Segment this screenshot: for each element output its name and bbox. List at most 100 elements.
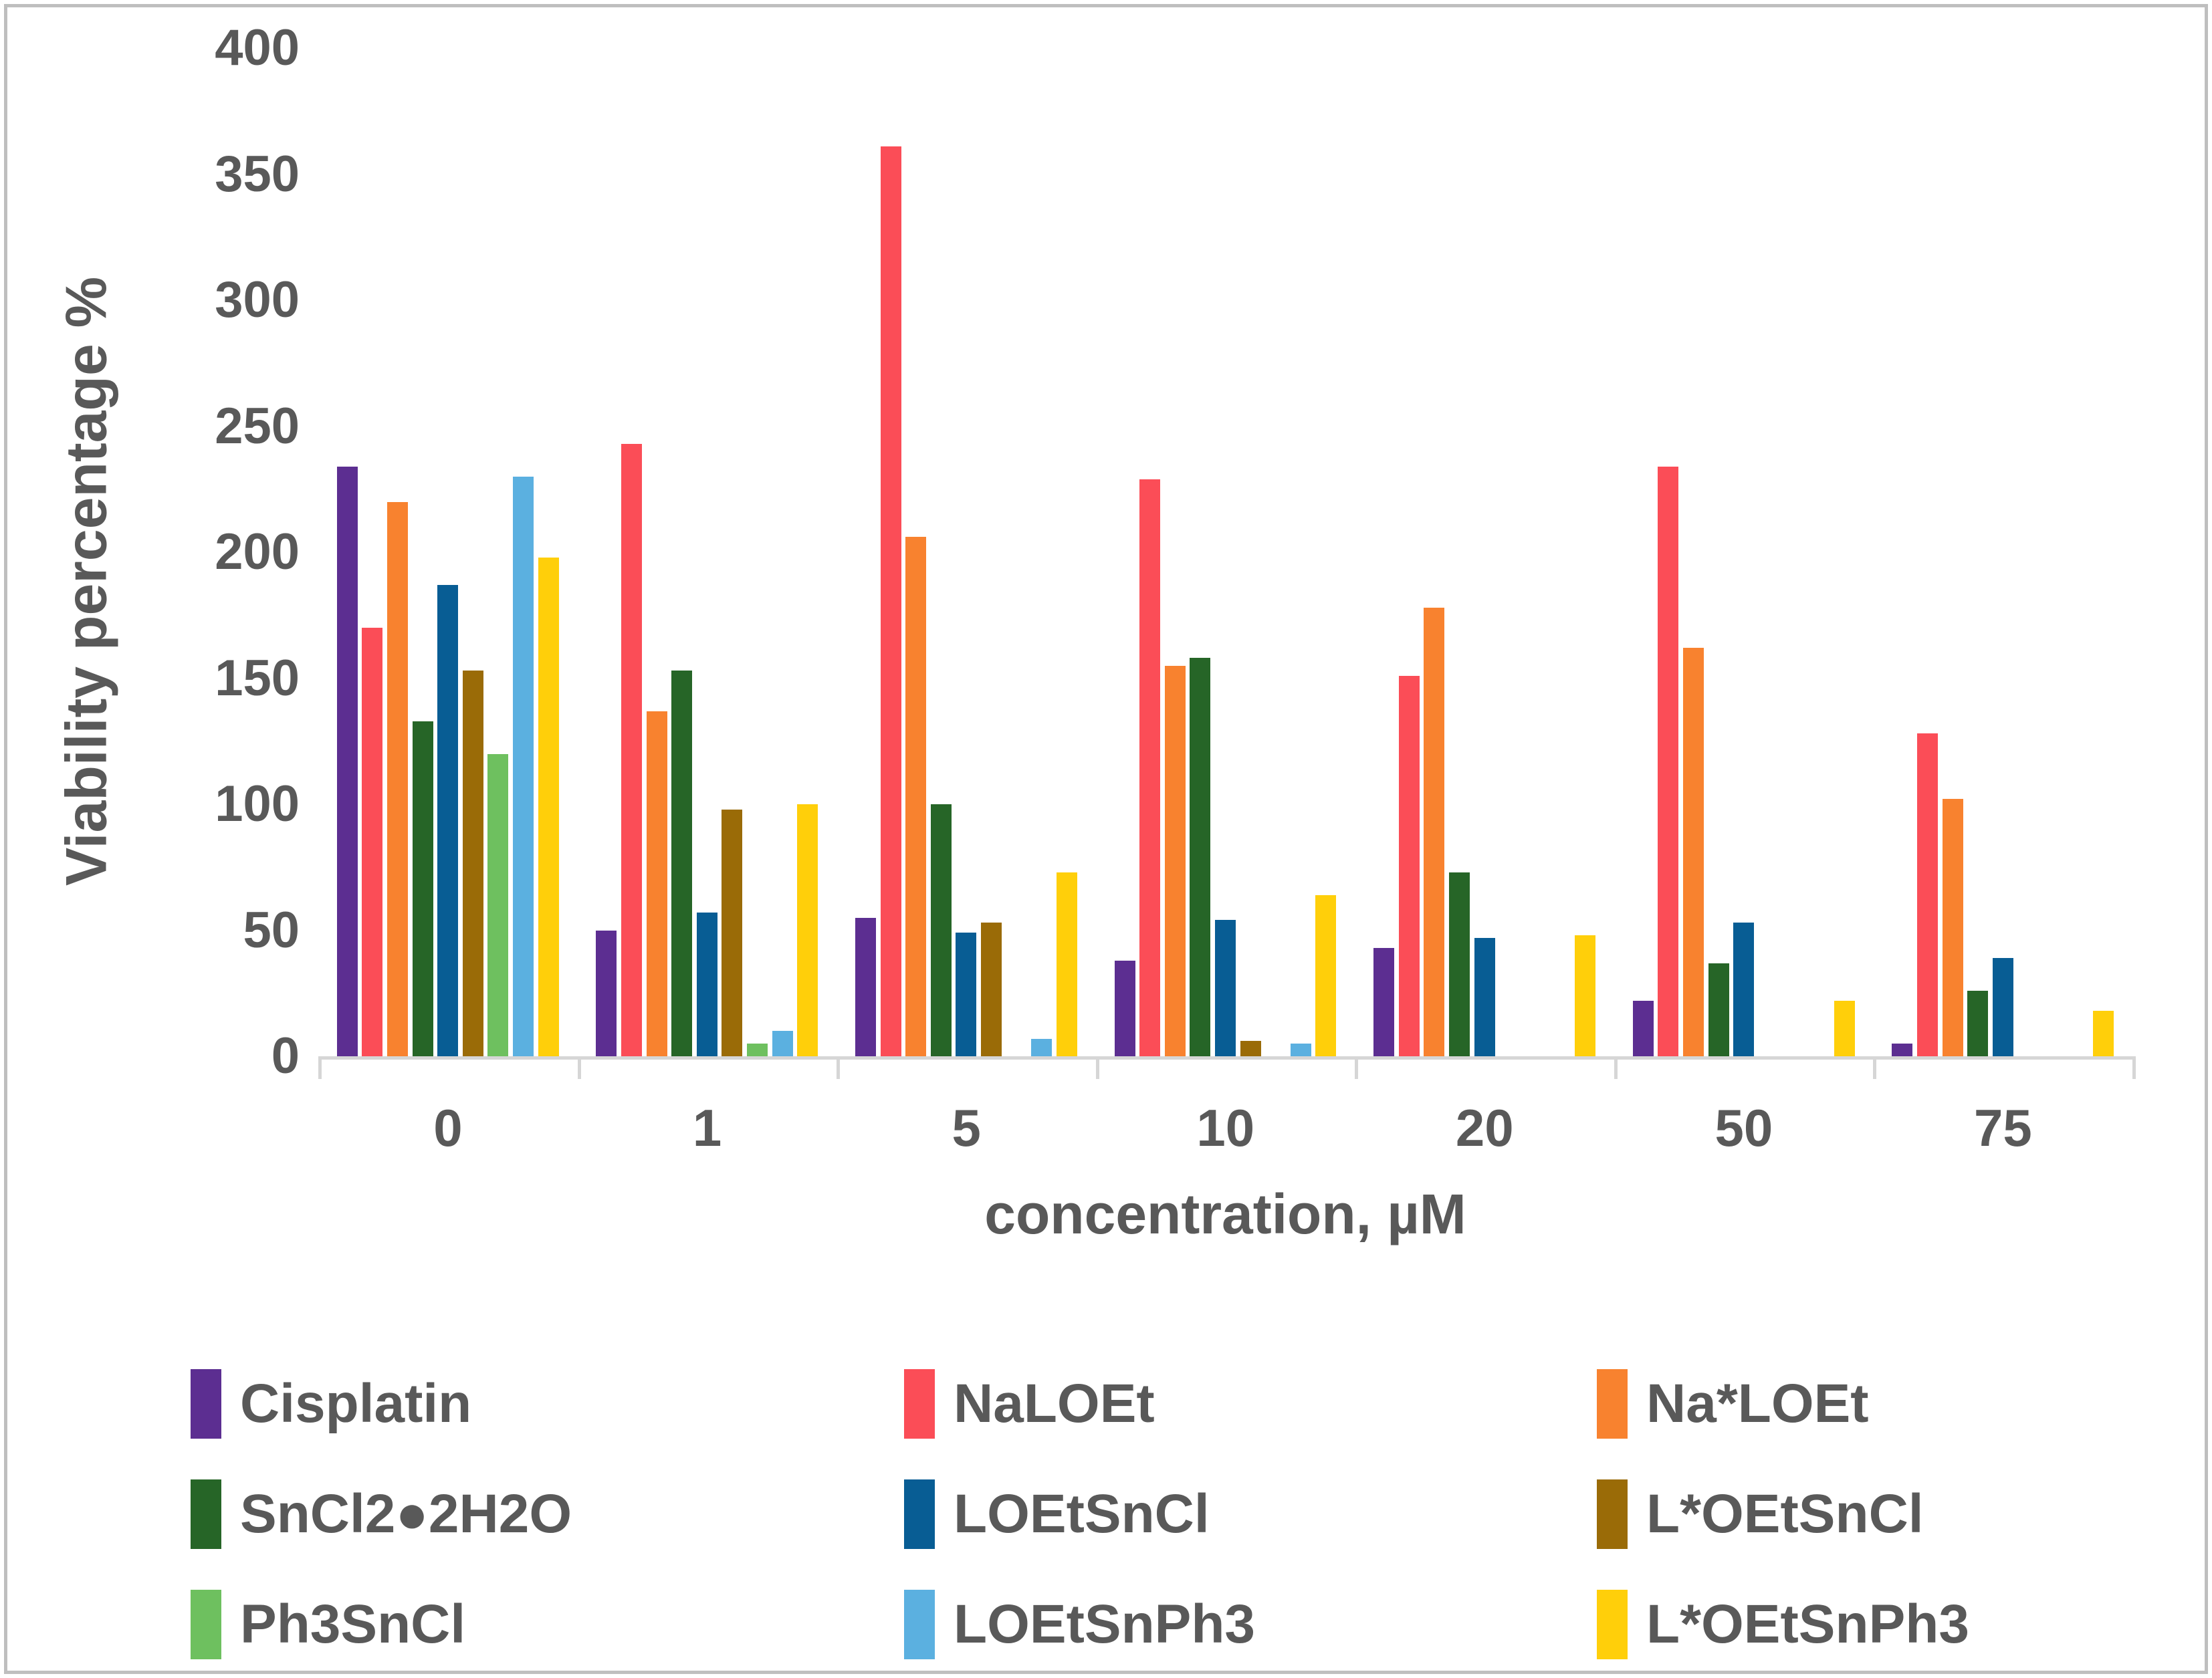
bar-LOEtSnPh3-c5 [1031, 1038, 1053, 1056]
bar-Cisplatin-c10 [1114, 960, 1135, 1056]
legend-label: LOEtSnPh3 [954, 1594, 1256, 1655]
x-tick-label: 20 [1455, 1098, 1514, 1157]
legend-label: Cisplatin [240, 1373, 472, 1434]
legend-swatch-icon [904, 1479, 935, 1549]
bar-Cisplatin-c20 [1373, 947, 1395, 1056]
y-tick-label: 0 [271, 1028, 300, 1084]
legend-item: Na*LOEt [1597, 1360, 1869, 1447]
bar-L*OEtSnPh3-c5 [1056, 872, 1077, 1056]
legend-item: Cisplatin [191, 1360, 471, 1447]
x-axis-title: concentration, µM [984, 1183, 1466, 1245]
bar-NaLOEt-c10 [1139, 479, 1161, 1056]
bar-L*OEtSnCl-c1 [722, 809, 743, 1056]
bar-NaLOEt-c50 [1658, 466, 1679, 1056]
bar-LOEtSnPh3-c0 [513, 476, 534, 1056]
y-tick-label: 400 [215, 19, 300, 76]
legend-item: LOEtSnPh3 [904, 1581, 1255, 1668]
y-tick-label: 250 [215, 397, 300, 455]
x-axis-line [318, 1056, 2132, 1060]
legend-item: NaLOEt [904, 1360, 1155, 1447]
bar-LOEtSnPh3-c10 [1290, 1044, 1311, 1056]
bar-L*OEtSnPh3-c0 [538, 557, 559, 1056]
bar-Cisplatin-c5 [855, 917, 877, 1056]
bar-Na*LOEt-c75 [1942, 799, 1963, 1056]
bar-Na*LOEt-c10 [1164, 665, 1186, 1056]
bar-SnCl2●2H2O-c1 [671, 671, 693, 1056]
bar-LOEtSnCl-c0 [437, 585, 459, 1056]
bar-LOEtSnCl-c10 [1215, 920, 1236, 1056]
bar-L*OEtSnCl-c10 [1240, 1041, 1261, 1056]
bar-Na*LOEt-c0 [387, 501, 409, 1056]
bar-L*OEtSnCl-c5 [981, 923, 1002, 1056]
x-tick-label: 75 [1974, 1098, 2032, 1157]
bar-L*OEtSnPh3-c50 [1834, 1001, 1855, 1056]
axis-tick [1614, 1056, 1618, 1079]
x-tick-label: 5 [952, 1098, 981, 1157]
bar-Ph3SnCl-c1 [747, 1044, 768, 1056]
bar-L*OEtSnPh3-c1 [797, 804, 818, 1056]
bar-LOEtSnCl-c1 [696, 913, 717, 1056]
bar-L*OEtSnPh3-c20 [1574, 935, 1595, 1056]
bar-NaLOEt-c0 [362, 628, 383, 1056]
axis-tick [1873, 1056, 1877, 1079]
axis-tick [1355, 1056, 1359, 1079]
bar-Na*LOEt-c5 [905, 537, 927, 1056]
bar-Cisplatin-c50 [1632, 1001, 1654, 1056]
bar-Cisplatin-c0 [336, 466, 358, 1056]
legend-swatch-icon [191, 1590, 221, 1659]
axis-tick [2132, 1056, 2136, 1079]
legend-item: L*OEtSnPh3 [1597, 1581, 1969, 1668]
x-tick-label: 10 [1196, 1098, 1255, 1157]
legend-swatch-icon [904, 1590, 935, 1659]
bar-L*OEtSnPh3-c10 [1315, 894, 1337, 1056]
legend-swatch-icon [904, 1369, 935, 1439]
y-tick-label: 350 [215, 145, 300, 203]
legend-item: LOEtSnCl [904, 1471, 1210, 1558]
bar-Ph3SnCl-c0 [487, 753, 509, 1056]
x-tick-label: 50 [1715, 1098, 1773, 1157]
legend-swatch-icon [1597, 1590, 1628, 1659]
bar-Na*LOEt-c20 [1424, 607, 1445, 1056]
y-tick-label: 50 [243, 901, 300, 959]
bar-NaLOEt-c5 [880, 146, 901, 1056]
legend-item: Ph3SnCl [191, 1581, 465, 1668]
axis-tick [318, 1056, 322, 1079]
y-tick-label: 150 [215, 649, 300, 707]
legend-label: L*OEtSnCl [1646, 1483, 1924, 1544]
legend-item: L*OEtSnCl [1597, 1471, 1924, 1558]
legend-label: NaLOEt [954, 1373, 1155, 1434]
bar-SnCl2●2H2O-c75 [1967, 990, 1989, 1056]
bar-Na*LOEt-c50 [1682, 648, 1704, 1056]
bar-NaLOEt-c75 [1916, 733, 1938, 1056]
bar-SnCl2●2H2O-c20 [1448, 872, 1470, 1056]
x-tick-label: 1 [692, 1098, 722, 1157]
legend-label: L*OEtSnPh3 [1646, 1594, 1969, 1655]
axis-tick [577, 1056, 581, 1079]
bar-Na*LOEt-c1 [646, 711, 667, 1056]
y-tick-label: 200 [215, 523, 300, 580]
x-tick-label: 0 [433, 1098, 463, 1157]
bar-LOEtSnCl-c75 [1992, 957, 2013, 1056]
bar-SnCl2●2H2O-c10 [1190, 658, 1211, 1056]
bar-LOEtSnCl-c20 [1474, 937, 1495, 1056]
legend-item: SnCl2●2H2O [191, 1471, 572, 1558]
y-tick-label: 300 [215, 271, 300, 328]
bar-LOEtSnPh3-c1 [772, 1031, 793, 1056]
bar-SnCl2●2H2O-c0 [412, 721, 433, 1056]
bar-NaLOEt-c1 [621, 443, 643, 1056]
legend-swatch-icon [191, 1369, 221, 1439]
bar-LOEtSnCl-c5 [956, 933, 977, 1056]
legend-swatch-icon [191, 1479, 221, 1549]
axis-tick [837, 1056, 841, 1079]
bar-L*OEtSnCl-c0 [462, 671, 483, 1056]
legend-swatch-icon [1597, 1479, 1628, 1549]
bar-SnCl2●2H2O-c50 [1708, 963, 1729, 1056]
legend-label: Na*LOEt [1646, 1373, 1869, 1434]
legend-label: Ph3SnCl [240, 1594, 466, 1655]
bar-LOEtSnCl-c50 [1733, 923, 1755, 1056]
legend-label: LOEtSnCl [954, 1483, 1210, 1544]
y-tick-label: 100 [215, 775, 300, 832]
legend: Cisplatin NaLOEt Na*LOEt SnCl2●2H2O LOEtSnCl… [0, 1360, 2212, 1659]
bar-L*OEtSnPh3-c75 [2093, 1011, 2114, 1056]
